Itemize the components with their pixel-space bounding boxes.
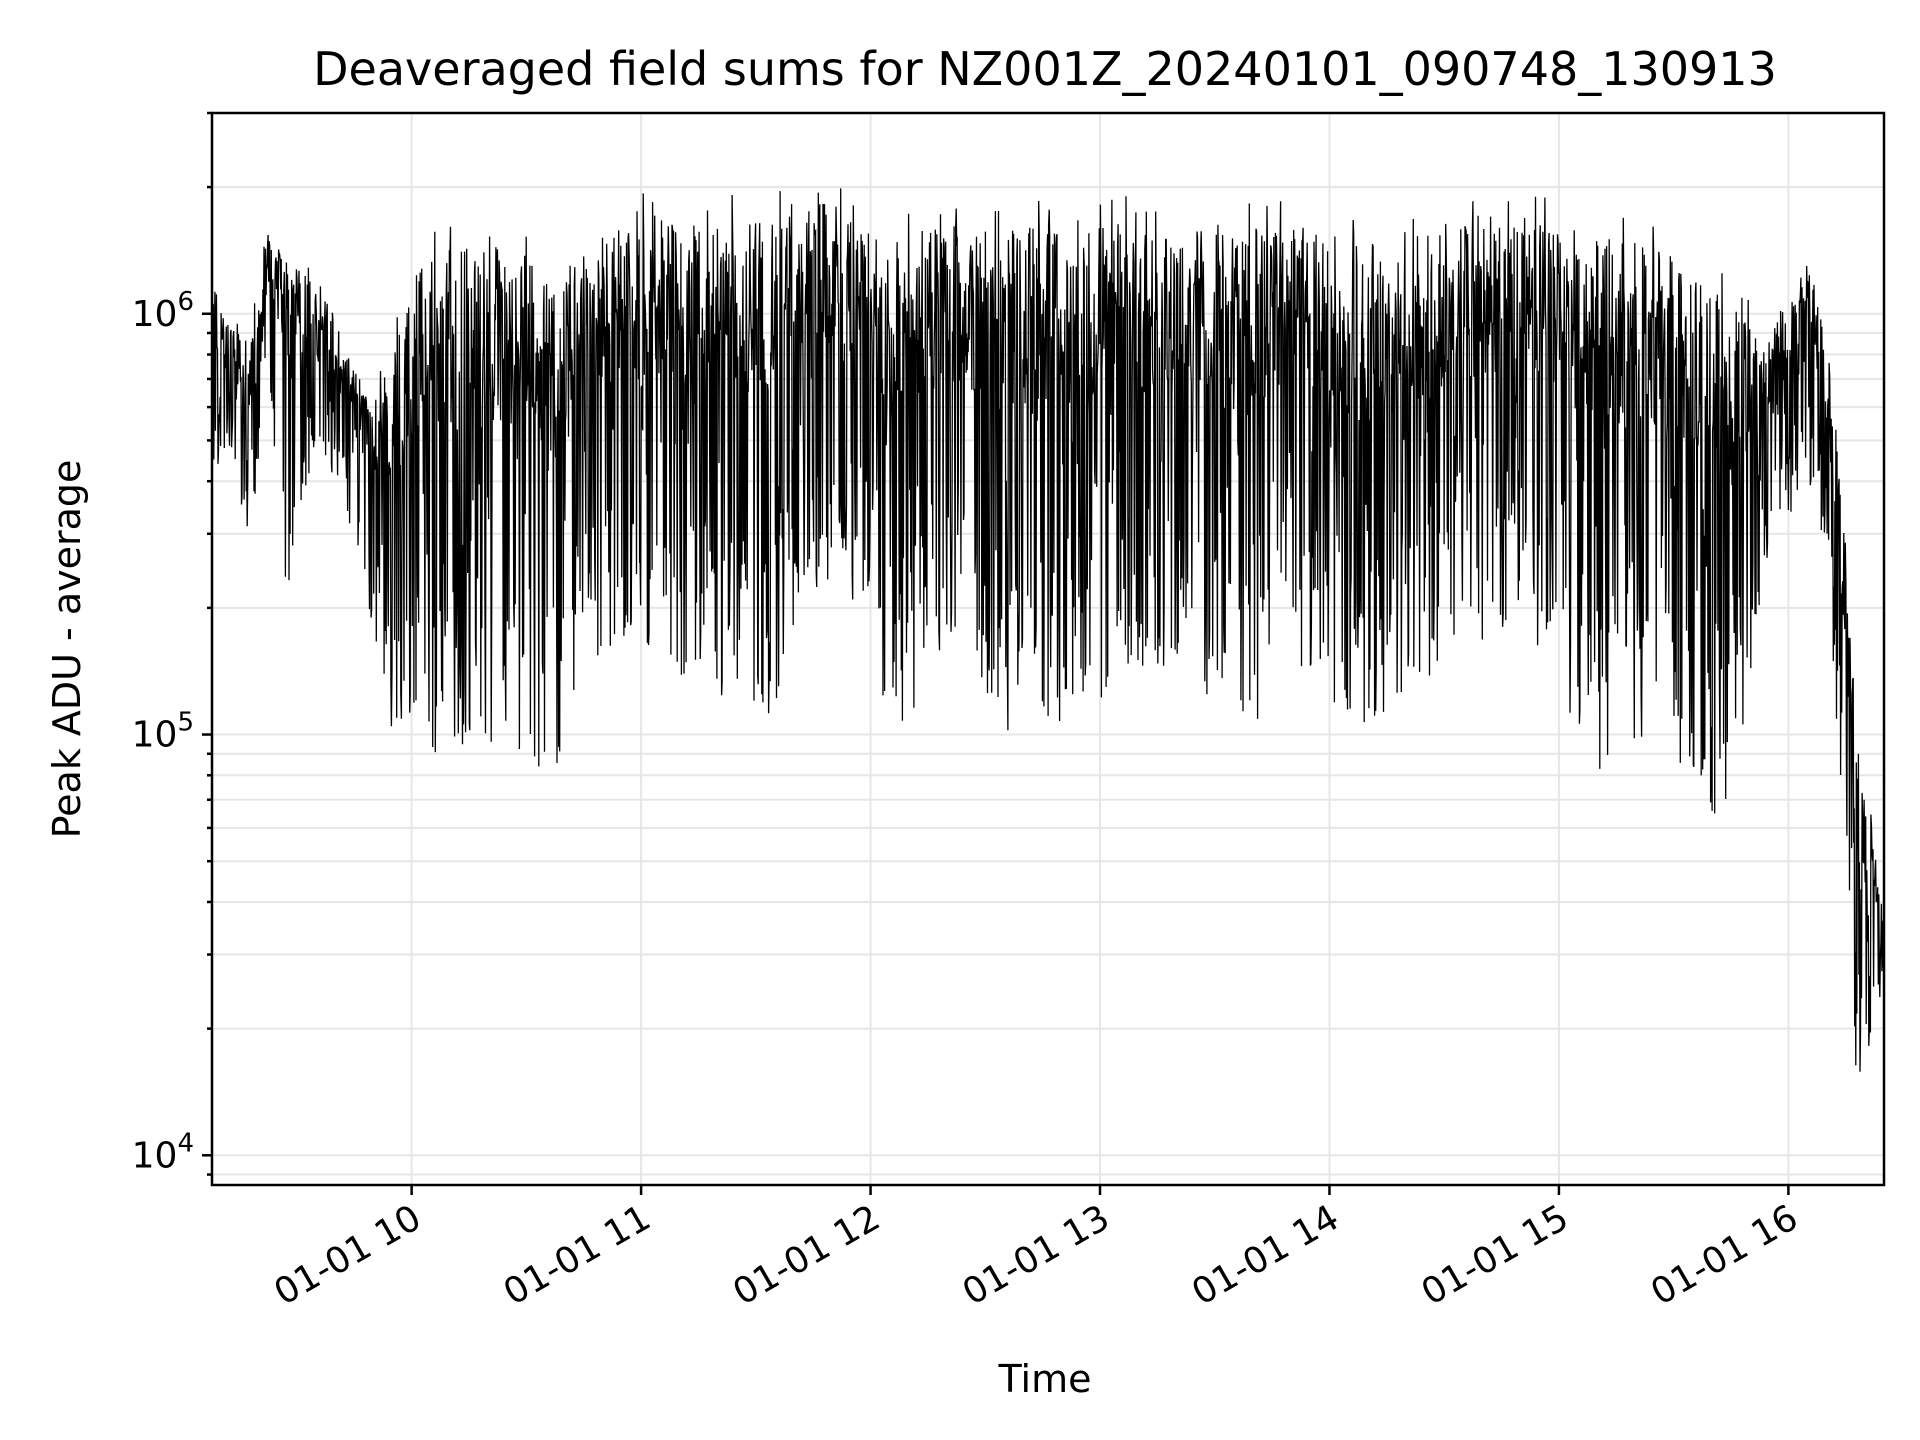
x-axis-label: Time — [998, 1357, 1092, 1401]
y-tick-label: 106 — [132, 287, 194, 335]
y-axis-label: Peak ADU - average — [45, 460, 89, 839]
y-tick-label: 104 — [132, 1128, 194, 1176]
chart-title: Deaveraged field sums for NZ001Z_2024010… — [313, 42, 1777, 96]
data-series — [212, 188, 1885, 1072]
plot-frame — [210, 111, 1886, 1187]
series-line — [212, 188, 1885, 1072]
y-tick-label: 105 — [132, 708, 194, 756]
y-axis: 104 105 106 — [132, 111, 212, 1176]
